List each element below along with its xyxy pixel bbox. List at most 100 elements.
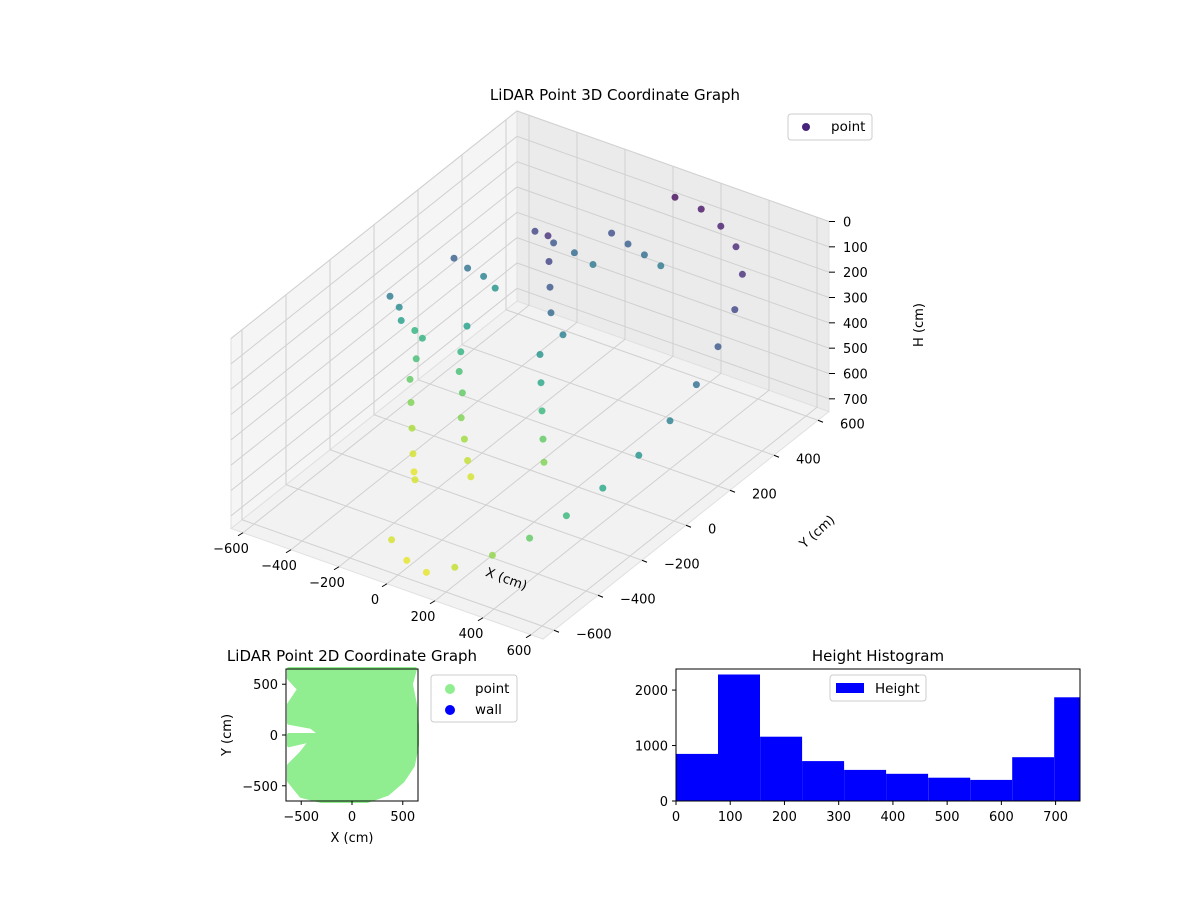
chart-3d-point [657,262,665,270]
chart-2d-xtick-label: 500 [390,810,415,825]
chart-3d-point [536,351,544,358]
chart-3d-xtick-mark [333,566,340,571]
chart-3d-legend-marker [802,123,810,131]
chart-3d-point [635,451,643,459]
chart-3d-ytick-mark [817,419,824,423]
chart-2d-ytick-label: 500 [253,678,278,693]
chart-3d-point [559,331,567,339]
chart-3d-point [671,193,679,201]
chart-3d-gridline-z [230,186,830,415]
chart-3d-point [546,283,554,291]
chart-3d-point [738,270,746,278]
chart-3d-xtick-label: 0 [371,593,379,608]
chart-3d-xtick-label: 600 [507,644,532,659]
chart-3d-point [545,258,553,265]
chart-3d-ytick-label: 600 [840,417,865,432]
chart-3d-point [531,227,539,235]
chart-3d-xtick-mark [285,549,292,554]
histogram-xtick-label: 400 [880,810,905,825]
chart-2d-point-cloud [287,667,419,803]
histogram-bar [718,674,760,801]
chart-3d-point [460,435,468,443]
chart-3d-point [480,272,488,280]
histogram-bar [1012,757,1055,801]
chart-3d-ytick-label: 0 [708,522,716,537]
chart-3d-point [386,292,394,300]
chart-3d-point [410,468,418,476]
chart-3d-point [697,205,705,213]
histogram-bar [844,769,887,801]
chart-3d-gridline-x [338,149,626,568]
histogram-bars [676,674,1080,801]
chart-3d-xtick-label: 400 [459,627,484,642]
chart-3d-ztick-label: 500 [843,342,868,357]
histogram-xtick-label: 300 [826,810,851,825]
chart-3d-gridline-x [482,200,770,619]
chart-3d-ytick-label: −200 [664,557,700,572]
chart-2d-scatter: LiDAR Point 2D Coordinate Graph −500 0 500… [220,647,518,846]
chart-3d-point [640,251,648,259]
histogram-bar [928,777,971,801]
chart-3d-point [717,222,725,230]
chart-2d-point-region [287,667,419,803]
chart-3d-xtick-mark [477,617,484,622]
histogram-bar [676,753,718,801]
chart-2d-xlabel: X (cm) [331,831,374,846]
chart-3d-point [464,457,472,464]
chart-3d-point [407,399,415,406]
chart-3d-point [411,327,419,334]
chart-3d-point [395,303,403,311]
chart-3d-point [457,414,465,422]
chart-3d-ylabel: Y (cm) [796,513,838,553]
chart-3d-axes: −600 −400 −200 0 200 400 600 −600 −400 −200 0 200 40… [213,216,868,659]
chart-3d-scatter: LiDAR Point 3D Coordinate Graph −600 −400… [213,86,927,659]
histogram-legend-label: Height [875,681,920,697]
chart-3d-point [406,375,414,383]
chart-3d-title: LiDAR Point 3D Coordinate Graph [490,86,740,104]
chart-3d-ytick-label: 200 [752,487,777,502]
chart-3d-gridline-z [230,262,830,491]
chart-3d-point [388,536,396,544]
chart-3d-point [544,232,552,240]
chart-3d-ztick-label: 400 [843,317,868,332]
chart-3d-xtick-label: −600 [213,542,249,557]
chart-2d-ytick-label: 0 [270,729,278,744]
chart-3d-point [411,476,419,484]
histogram-bar [760,736,803,801]
histogram-xtick-label: 500 [935,810,960,825]
chart-3d-ytick-mark [553,629,560,633]
chart-3d-point [731,306,739,314]
chart-3d-point [537,379,545,387]
chart-3d-ytick-label: −400 [620,592,656,607]
histogram-legend-frame [829,674,927,702]
chart-3d-point [540,458,548,466]
chart-3d-point [732,243,740,251]
chart-3d-gridline-y [417,189,731,491]
chart-3d-xtick-label: 200 [411,610,436,625]
chart-3d-point [599,484,607,492]
chart-3d-gridline-z [230,237,830,466]
chart-2d-ytick-label: −500 [242,780,278,795]
chart-3d-point [550,239,558,247]
chart-3d-ytick-mark [773,454,780,458]
chart-3d-point [666,417,674,425]
histogram-bar [886,773,929,801]
chart-3d-point [450,254,458,262]
chart-2d-ylabel: Y (cm) [220,714,235,757]
histogram-xtick-label: 100 [718,810,743,825]
chart-3d-point [397,317,405,324]
histogram-legend: Height [829,674,927,702]
histogram-ytick-label: 1000 [635,740,668,755]
chart-3d-gridline-y [329,259,643,561]
chart-3d-xtick-mark [237,532,244,537]
chart-3d-point [488,551,496,559]
histogram-ticks: 0 100 200 300 400 500 600 700 0 1000 2000 [635,684,1068,825]
chart-3d-gridline-z [230,287,830,517]
chart-3d-xtick-mark [525,634,532,639]
chart-3d-gridline-x [530,217,818,636]
chart-3d-point [408,424,416,432]
histogram-bar [802,761,845,801]
chart-3d-point [403,556,411,564]
chart-3d-ytick-label: −600 [576,627,612,642]
chart-3d-legend: point [787,113,873,141]
